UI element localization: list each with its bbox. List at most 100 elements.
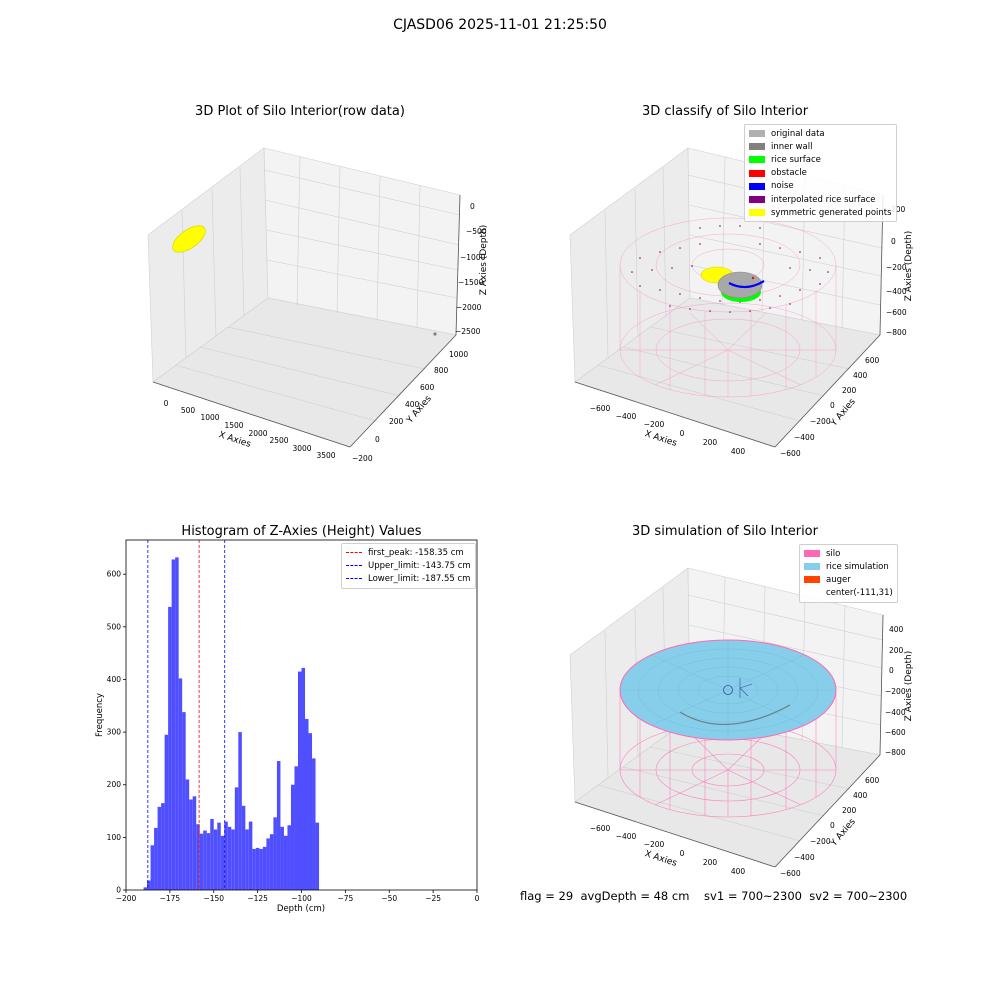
raw-z-tick: −500 xyxy=(466,227,487,236)
simulation-center-marker xyxy=(723,685,733,695)
simulation-x-tick: 400 xyxy=(731,867,746,876)
legend-swatch xyxy=(804,550,820,558)
histogram-bar xyxy=(224,821,228,890)
raw-z-tick: 0 xyxy=(470,202,475,211)
raw-3d-panes xyxy=(147,147,461,448)
histogram-bar xyxy=(161,803,165,890)
legend-swatch xyxy=(749,130,765,138)
classify-x-tick: 200 xyxy=(703,438,718,447)
histogram-bars xyxy=(143,557,320,890)
histogram-bar xyxy=(220,835,225,890)
histogram-bar xyxy=(196,824,200,890)
histogram-bar xyxy=(262,846,267,890)
legend-entry-inner-wall: inner wall xyxy=(749,140,892,153)
histogram-bar xyxy=(210,818,214,890)
histogram-bar xyxy=(175,557,179,890)
histogram-bar xyxy=(269,834,274,890)
simulation-x-tick: −200 xyxy=(644,840,665,849)
raw-x-tick: 1500 xyxy=(224,421,243,430)
histogram-y-tick-label: 0 xyxy=(116,886,121,895)
raw-x-tick: 500 xyxy=(181,406,196,415)
legend-swatch xyxy=(346,578,362,580)
histogram-bar xyxy=(147,880,151,890)
histogram-bar xyxy=(213,829,218,890)
histogram-title: Histogram of Z-Axies (Height) Values xyxy=(181,524,422,539)
legend-entry-original: original data xyxy=(749,127,892,140)
legend-swatch xyxy=(749,182,765,190)
simulation-y-tick: 400 xyxy=(853,791,868,800)
histogram-y-tick-label: 200 xyxy=(107,780,122,789)
classify-interpolated-surface-dots xyxy=(631,225,829,313)
legend-entry-rice-simulation: rice simulation xyxy=(804,560,893,573)
simulation-z-axis-label: Z Axies (Depth) xyxy=(904,651,914,722)
histogram-bar xyxy=(280,826,284,890)
classify-x-tick: −400 xyxy=(616,412,637,421)
simulation-legend: silo rice simulation auger center(-111,3… xyxy=(799,544,898,603)
classify-z-tick: −400 xyxy=(886,287,907,296)
histogram-bar xyxy=(308,733,313,890)
histogram-y-tick-label: 100 xyxy=(107,833,122,842)
legend-entry-obstacle: obstacle xyxy=(749,167,892,180)
classify-point-clusters xyxy=(700,266,765,302)
legend-entry-noise: noise xyxy=(749,180,892,193)
legend-swatch xyxy=(346,552,362,554)
histogram-bar xyxy=(315,822,320,890)
histogram-bar xyxy=(164,734,169,890)
histogram-bar xyxy=(206,833,211,890)
histogram-x-tick-label: −175 xyxy=(160,894,181,903)
histogram-bar xyxy=(199,833,204,890)
histogram-bar xyxy=(234,787,239,890)
legend-entry-interpolated: interpolated rice surface xyxy=(749,193,892,206)
simulation-x-tick: −400 xyxy=(616,832,637,841)
histogram-y-ticks: 0 100 200 300 400 500 600 xyxy=(107,570,126,895)
classify-z-tick: −800 xyxy=(886,328,907,337)
classify-y-tick: 600 xyxy=(865,356,880,365)
histogram-bar xyxy=(259,848,263,890)
simulation-x-axis-label: X Axies xyxy=(643,849,678,869)
histogram-bar xyxy=(276,761,281,890)
histogram-bar xyxy=(305,718,309,890)
status-footer: flag = 29 avgDepth = 48 cm sv1 = 700~230… xyxy=(520,889,908,903)
raw-z-axis-label: Z Axies (Depth) xyxy=(479,225,489,296)
histogram-x-ticks: −200 −175 −150 −125 −100 −75 −50 −25 0 xyxy=(116,890,480,903)
histogram-bar xyxy=(189,799,193,890)
raw-y-tick: 400 xyxy=(405,400,420,409)
classify-noise-points xyxy=(728,280,765,289)
histogram-bar xyxy=(297,671,302,890)
classify-x-tick: −600 xyxy=(590,404,611,413)
histogram-bar xyxy=(182,712,186,890)
histogram-x-tick-label: −100 xyxy=(291,894,312,903)
raw-y-tick: 200 xyxy=(389,417,404,426)
simulation-x-tick: 200 xyxy=(703,858,718,867)
raw-y-tick: 1000 xyxy=(449,350,468,359)
histogram-reference-lines xyxy=(147,540,226,890)
histogram-bar xyxy=(287,825,291,890)
raw-x-tick: 1000 xyxy=(200,413,219,422)
simulation-z-tick: −200 xyxy=(885,687,906,696)
simulation-z-tick: −800 xyxy=(885,748,906,757)
simulation-y-tick: 200 xyxy=(842,806,857,815)
simulation-y-tick: 0 xyxy=(830,821,835,830)
classify-legend: original data inner wall rice surface ob… xyxy=(744,124,897,223)
classify-plot-title: 3D classify of Silo Interior xyxy=(641,104,809,119)
classify-y-tick: 400 xyxy=(853,371,868,380)
histogram-x-axis-label: Depth (cm) xyxy=(277,904,325,914)
simulation-plot-title: 3D simulation of Silo Interior xyxy=(632,524,818,539)
raw-y-tick: 800 xyxy=(434,366,449,375)
raw-z-tick: −2500 xyxy=(455,327,481,336)
histogram-bar xyxy=(301,667,306,890)
raw-plot-title: 3D Plot of Silo Interior(row data) xyxy=(195,104,405,119)
histogram-bar xyxy=(255,847,260,890)
histogram-bar xyxy=(252,848,256,890)
histogram-bar xyxy=(273,817,277,890)
simulation-silo-wireframe xyxy=(619,690,837,818)
simulation-z-tick: 0 xyxy=(889,666,894,675)
histogram-x-tick-label: −200 xyxy=(116,894,137,903)
classify-y-tick: −200 xyxy=(810,417,831,426)
raw-x-tick: 0 xyxy=(164,399,169,408)
raw-3d-axes xyxy=(152,194,461,448)
classify-z-tick: 200 xyxy=(891,205,906,214)
histogram-bar xyxy=(283,835,288,890)
